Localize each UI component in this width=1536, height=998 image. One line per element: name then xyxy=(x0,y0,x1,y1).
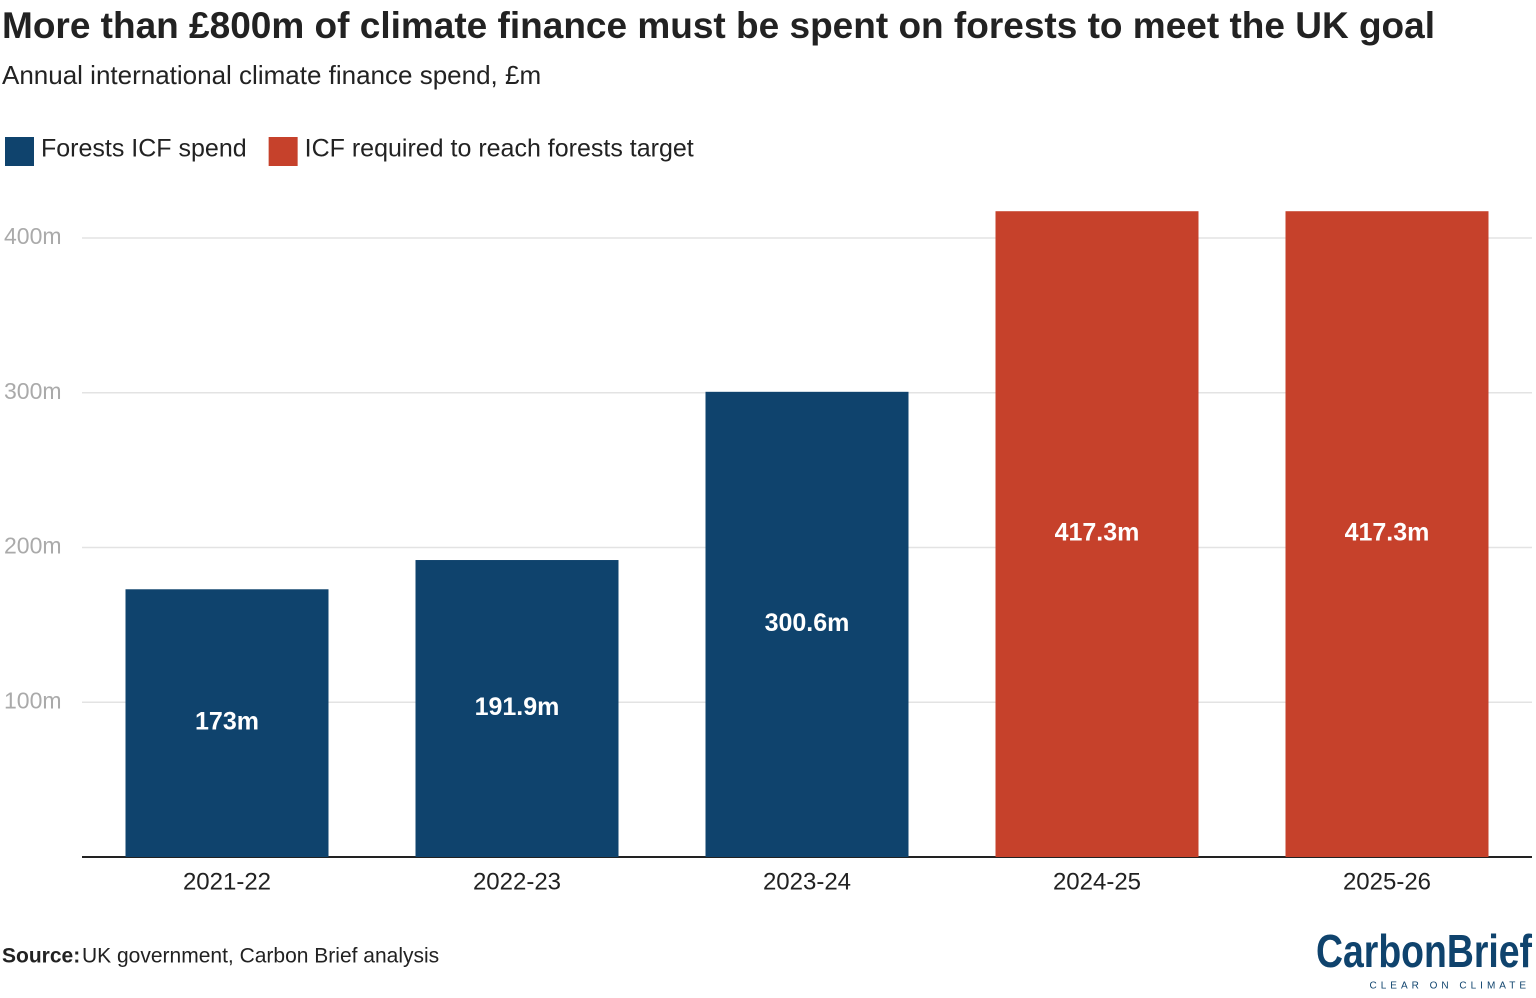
y-tick-label: 400m xyxy=(4,223,62,249)
y-tick-label: 100m xyxy=(4,687,62,713)
data-label: 417.3m xyxy=(1345,519,1430,547)
data-label: 173m xyxy=(195,708,259,736)
bar xyxy=(1285,211,1489,858)
logo: CarbonBrief xyxy=(1316,925,1533,977)
x-tick-label: 2022-23 xyxy=(473,868,561,895)
bar xyxy=(415,560,619,857)
bar xyxy=(995,211,1199,858)
x-tick-label: 2023-24 xyxy=(763,868,851,895)
x-tick-label: 2025-26 xyxy=(1343,868,1431,895)
bar xyxy=(705,391,909,857)
source: UK government, Carbon Brief analysis xyxy=(82,945,439,968)
legend-label: ICF required to reach forests target xyxy=(305,135,694,163)
x-tick-label: 2024-25 xyxy=(1053,868,1141,895)
legend-label: Forests ICF spend xyxy=(41,135,247,163)
y-tick-label: 300m xyxy=(4,378,62,404)
data-label: 191.9m xyxy=(475,693,560,721)
data-label: 300.6m xyxy=(765,609,850,637)
data-label: 417.3m xyxy=(1055,519,1140,547)
source-label: Source: xyxy=(2,945,80,968)
chart-subtitle: Annual international climate finance spe… xyxy=(2,60,541,90)
legend-swatch xyxy=(268,137,298,166)
x-tick-label: 2021-22 xyxy=(183,868,271,895)
bar xyxy=(125,589,329,857)
logo-tagline: CLEAR ON CLIMATE xyxy=(1370,981,1531,992)
y-tick-label: 200m xyxy=(4,533,62,559)
legend-swatch xyxy=(5,137,34,166)
chart-title: More than £800m of climate finance must … xyxy=(2,5,1435,46)
